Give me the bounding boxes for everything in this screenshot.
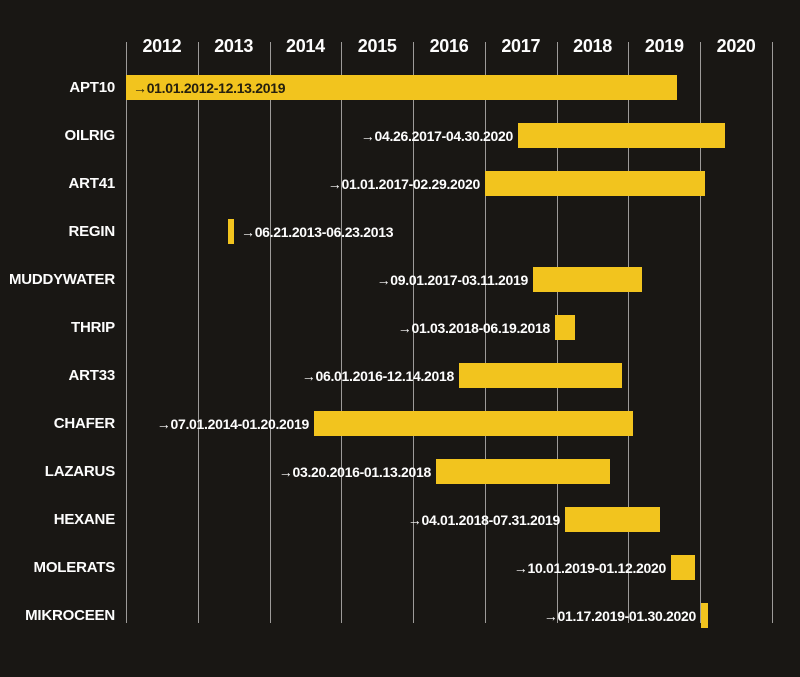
year-gridline [197,42,199,623]
year-tick-label: 2016 [429,36,469,56]
timeline-bar [555,315,575,340]
date-range-label: →07.01.2014-01.20.2019 [156,416,310,432]
timeline-bar [533,267,642,292]
year-tick-label: 2018 [573,36,612,56]
date-range-label: →06.21.2013-06.23.2013 [241,224,394,240]
timeline-row-art41: ART41 →01.01.2017-02.29.2020 [0,160,800,208]
group-name-label: REGIN [68,223,115,240]
year-gridline [484,42,486,623]
year-gridline [772,42,773,623]
year-gridline [700,42,702,623]
date-range-label: →01.17.2019-01.30.2020 [543,608,697,624]
year-tick-label: 2012 [142,36,182,56]
timeline-bar [436,459,610,484]
timeline-bar [228,219,234,244]
timeline-bar [126,75,677,100]
group-name-label: HEXANE [53,511,116,528]
date-range-label: →01.03.2018-06.19.2018 [397,320,551,336]
year-tick-label: 2014 [286,36,325,56]
year-tick-label: 2013 [214,36,254,56]
date-range-label: →10.01.2019-01.12.2020 [513,560,667,576]
date-range-label: →01.01.2017-02.29.2020 [327,176,481,192]
date-range-label: →09.01.2017-03.11.2019 [376,272,529,288]
date-range-label: →06.01.2016-12.14.2018 [301,368,455,384]
timeline-row-regin: REGIN →06.21.2013-06.23.2013 [0,208,800,256]
timeline-row-lazarus: LAZARUS →03.20.2016-01.13.2018 [0,448,800,496]
date-range-label: →04.26.2017-04.30.2020 [360,128,514,144]
group-name-label: ART41 [68,175,115,192]
group-name-label: OILRIG [64,127,116,144]
year-gridline [341,42,343,623]
date-range-label: →01.01.2012-12.13.2019 [133,80,286,96]
date-range-label: →04.01.2018-07.31.2019 [407,512,561,528]
group-name-label: ART33 [68,367,115,384]
year-gridline [628,42,630,623]
year-tick-label: 2015 [357,36,397,56]
timeline-row-hexane: HEXANE →04.01.2018-07.31.2019 [0,496,800,544]
timeline-row-chafer: CHAFER →07.01.2014-01.20.2019 [0,400,800,448]
group-name-label: MUDDYWATER [8,271,115,288]
timeline-row-muddywater: MUDDYWATER →09.01.2017-03.11.2019 [0,256,800,304]
timeline-bar [314,411,633,436]
year-tick-label: 2017 [501,36,541,56]
year-gridline [126,42,127,623]
chart-rows: APT10 →01.01.2012-12.13.2019 OILRIG →04.26.… [0,64,800,640]
year-tick-label: 2019 [644,36,684,56]
timeline-bar [459,363,622,388]
group-name-label: MIKROCEEN [25,607,115,624]
timeline-row-thrip: THRIP →01.03.2018-06.19.2018 [0,304,800,352]
year-gridline [413,42,415,623]
date-range-label: →03.20.2016-01.13.2018 [278,464,432,480]
timeline-row-molerats: MOLERATS →10.01.2019-01.12.2020 [0,544,800,592]
timeline-row-art33: ART33 →06.01.2016-12.14.2018 [0,352,800,400]
timeline-row-mikroceen: MIKROCEEN →01.17.2019-01.30.2020 [0,592,800,640]
group-name-label: LAZARUS [44,463,115,480]
year-tick-label: 2020 [716,36,756,56]
timeline-bar [565,507,660,532]
timeline-bar [485,171,705,196]
year-gridline [269,42,271,623]
group-name-label: CHAFER [53,415,116,432]
timeline-row-apt10: APT10 →01.01.2012-12.13.2019 [0,64,800,112]
timeline-bar [518,123,725,148]
group-name-label: MOLERATS [33,559,116,576]
group-name-label: APT10 [69,79,115,96]
timeline-bar [701,603,708,628]
timeline-bar [671,555,695,580]
timeline-row-oilrig: OILRIG →04.26.2017-04.30.2020 [0,112,800,160]
group-name-label: THRIP [70,319,115,336]
